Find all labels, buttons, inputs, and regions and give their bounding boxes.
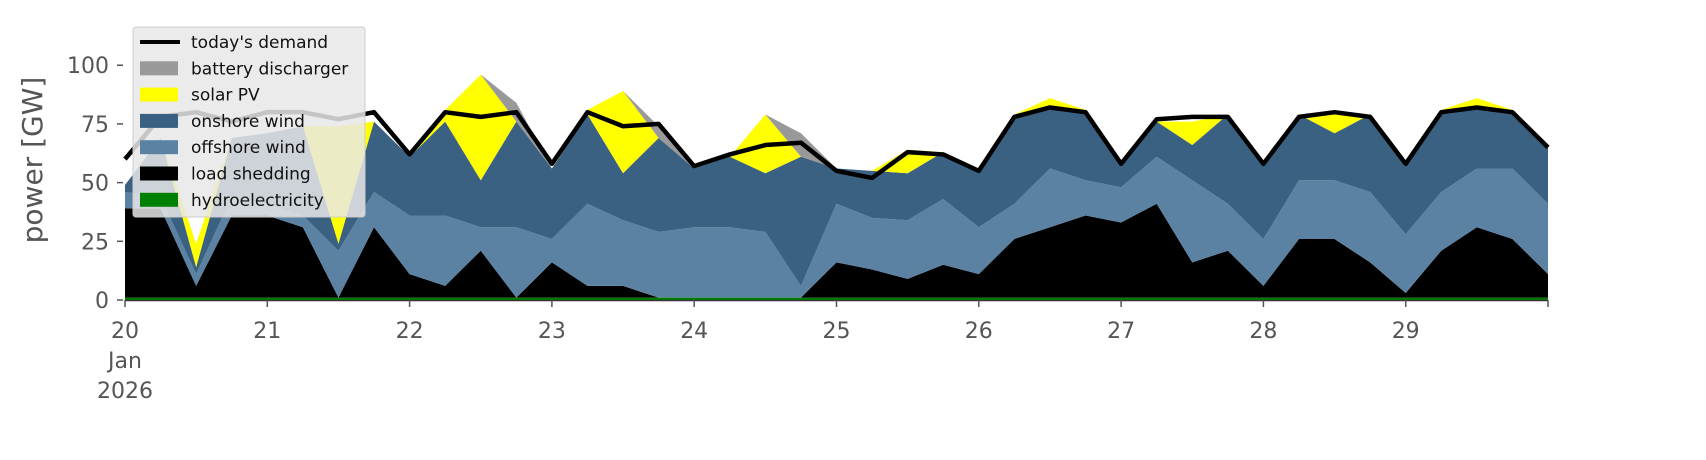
- legend-swatch: [140, 140, 178, 155]
- legend-swatch: [140, 166, 178, 181]
- area: [125, 109, 1548, 286]
- legend-box: [132, 26, 366, 218]
- legend-label: onshore wind: [191, 112, 305, 132]
- legend-swatch: [140, 192, 178, 207]
- legend-label: hydroelectricity: [191, 191, 324, 211]
- y-tick-label: 50: [81, 172, 109, 197]
- x-tick-label: 23: [538, 319, 566, 344]
- y-axis-label: power [GW]: [16, 77, 49, 244]
- x-tick-label: 28: [1249, 319, 1277, 344]
- y-tick-label: 0: [95, 289, 109, 314]
- legend-label: load shedding: [191, 165, 311, 185]
- x-tick-label: 27: [1107, 319, 1135, 344]
- legend-label: today's demand: [191, 33, 328, 53]
- x-tick-label: 25: [823, 319, 851, 344]
- x-date-label: 2026: [97, 379, 153, 404]
- area: [125, 297, 1548, 300]
- y-tick-label: 75: [81, 113, 109, 138]
- legend-swatch: [140, 61, 178, 76]
- x-tick-label: 21: [253, 319, 281, 344]
- x-date-label: Jan: [106, 349, 142, 374]
- x-tick-label: 26: [965, 319, 993, 344]
- legend-label: offshore wind: [191, 138, 306, 158]
- y-tick-label: 25: [81, 230, 109, 255]
- x-tick-label: 24: [680, 319, 708, 344]
- y-tick-label: 100: [67, 54, 109, 79]
- legend-label: battery discharger: [191, 59, 348, 79]
- legend-swatch: [140, 87, 178, 102]
- area: [125, 156, 1548, 298]
- legend-swatch: [140, 113, 178, 128]
- area: [125, 203, 1548, 298]
- legend: today's demand battery discharger solar PV…: [132, 26, 366, 218]
- x-tick-label: 22: [396, 319, 424, 344]
- x-tick-label: 29: [1392, 319, 1420, 344]
- x-tick-label: 20: [111, 319, 139, 344]
- legend-label: solar PV: [191, 86, 260, 106]
- area: [125, 74, 1548, 268]
